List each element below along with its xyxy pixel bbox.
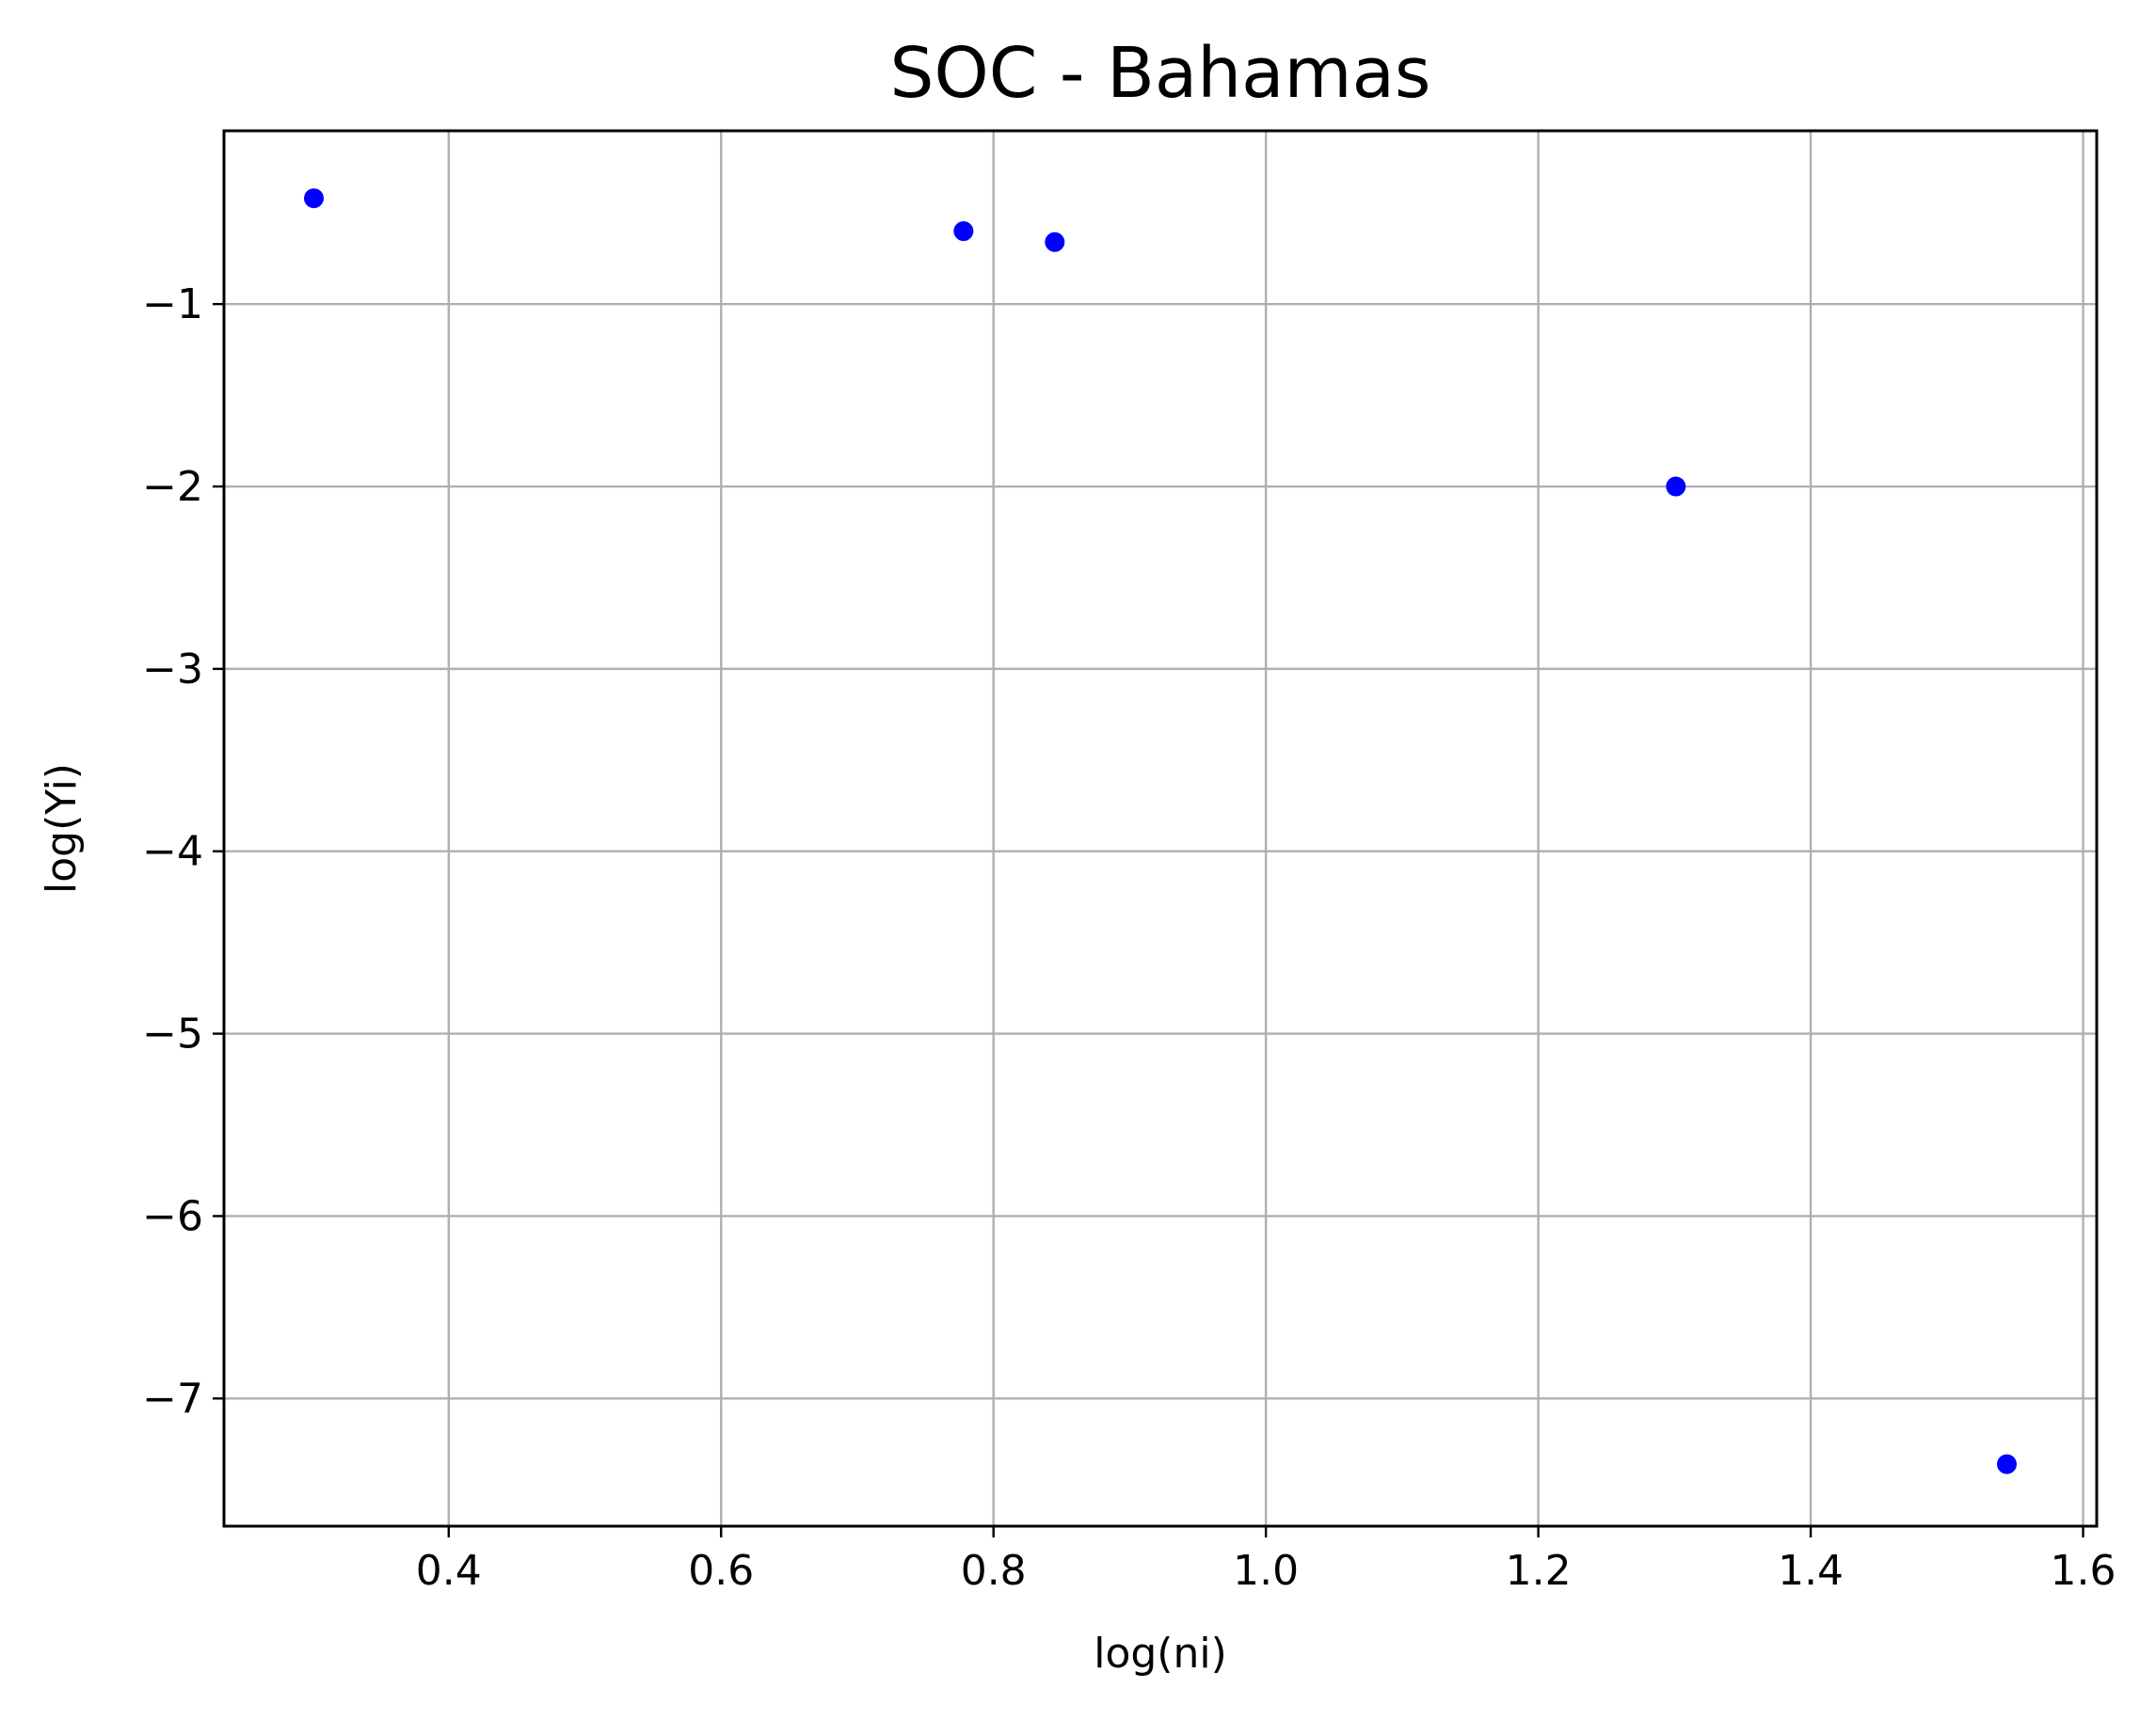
y-tick-label: −5 [142, 1011, 203, 1059]
data-point [1666, 476, 1686, 497]
data-point [1996, 1454, 2017, 1474]
y-axis-label: log(Yi) [38, 763, 86, 894]
x-axis-label: log(ni) [1094, 1630, 1227, 1678]
plot-frame [222, 129, 2099, 1528]
data-point [953, 221, 974, 242]
chart-title: SOC - Bahamas [890, 33, 1431, 114]
y-tick-label: −4 [142, 828, 203, 876]
data-point [1045, 231, 1065, 252]
data-point [304, 188, 325, 209]
x-tick-label: 0.8 [961, 1547, 1027, 1595]
y-tick-label: −2 [142, 463, 203, 511]
axis-ticks: 0.4 0.6 0.8 1.0 1.2 1.4 1.6 −1 −2 −3 −4 −5 −6 −7 [142, 280, 2116, 1595]
x-tick-label: 1.0 [1233, 1547, 1299, 1595]
grid [224, 131, 2097, 1526]
x-tick-label: 1.6 [2051, 1547, 2116, 1595]
x-tick-label: 0.6 [688, 1547, 754, 1595]
x-tick-label: 1.4 [1778, 1547, 1844, 1595]
x-tick-label: 1.2 [1506, 1547, 1572, 1595]
y-tick-label: −1 [142, 280, 203, 328]
y-tick-label: −7 [142, 1375, 203, 1423]
y-tick-label: −6 [142, 1192, 203, 1240]
y-tick-label: −3 [142, 645, 203, 693]
x-tick-label: 0.4 [416, 1547, 482, 1595]
data-points [304, 188, 2017, 1474]
